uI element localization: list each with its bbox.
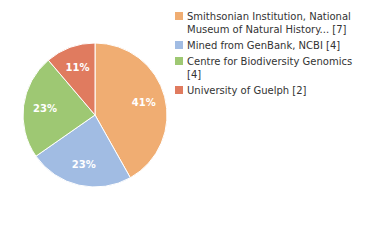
legend-label: Centre for Biodiversity Genomics [4] xyxy=(187,56,352,80)
data-label: 23% xyxy=(72,159,96,170)
legend-line: Museum of Natural History... [7] xyxy=(187,24,347,35)
legend-line: Smithsonian Institution, National xyxy=(187,11,351,22)
legend-swatch xyxy=(175,86,183,94)
chart: 41% 23% 23% 11% Smithsonian Institution, Nat… xyxy=(0,0,380,240)
data-label: 11% xyxy=(66,62,90,73)
legend-label: Smithsonian Institution, National Museum … xyxy=(187,11,351,35)
legend-swatch xyxy=(175,57,183,65)
data-label: 41% xyxy=(132,97,156,108)
legend: Smithsonian Institution, National Museum … xyxy=(175,11,352,96)
legend-label: Mined from GenBank, NCBI [4] xyxy=(187,40,340,51)
legend-swatch xyxy=(175,41,183,49)
legend-line: [4] xyxy=(187,69,201,80)
legend-line: Mined from GenBank, NCBI [4] xyxy=(187,40,340,51)
legend-swatch xyxy=(175,12,183,20)
legend-line: Centre for Biodiversity Genomics xyxy=(187,56,352,67)
legend-label: University of Guelph [2] xyxy=(187,85,307,96)
data-label: 23% xyxy=(33,103,57,114)
legend-line: University of Guelph [2] xyxy=(187,85,307,96)
pie: 41% 23% 23% 11% xyxy=(23,43,167,187)
